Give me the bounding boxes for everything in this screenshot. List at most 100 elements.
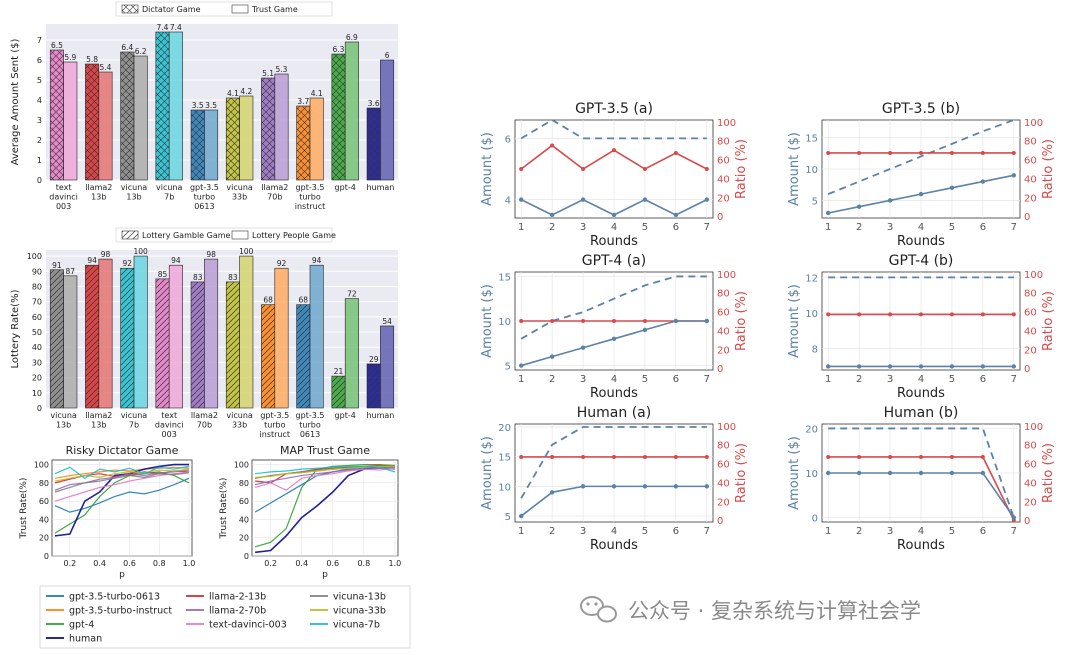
bar-hatch: [155, 32, 170, 180]
bar-game-b: [380, 325, 395, 409]
left-tick-label: 20: [805, 424, 818, 435]
legend-label-human: human: [69, 634, 102, 645]
x-tick-label: llama2: [85, 183, 112, 192]
series-line-vicuna-13b: [54, 472, 190, 493]
data-label: 100: [239, 247, 254, 256]
series-line-upper-bound: [520, 426, 707, 499]
right-tick-label: 40: [1024, 174, 1037, 185]
lottery-chart: 01020304050607080901009187vicuna13b9498l…: [10, 227, 398, 439]
data-label: 92: [123, 259, 133, 268]
right-tick-label: 0: [717, 516, 723, 527]
x-tick-label: 70b: [267, 193, 282, 202]
left-tick-label: 10: [805, 309, 818, 320]
x-tick-label: 7: [1011, 222, 1017, 233]
x-tick-label: 1.0: [389, 559, 402, 568]
y-tick-label: 4: [37, 96, 42, 105]
left-axis-label: Amount ($): [480, 436, 495, 510]
data-label: 85: [158, 270, 168, 279]
amount-point: [949, 364, 955, 369]
amount-point: [1011, 364, 1017, 369]
series-line-text-davinci-003: [254, 467, 395, 491]
bar-game-b: [63, 61, 78, 181]
bar-game-b: [133, 255, 148, 409]
round-panel-1: 1 2 3 4 5 6 7 5 10 15 0 20 40 60 80 100 GPT-3.5 (b) Round…: [787, 101, 1056, 249]
x-tick-label: 0.6: [326, 559, 339, 568]
bar-hatch: [367, 363, 381, 408]
y-tick-label: 90: [32, 267, 42, 276]
map-trust-chart: 0 20 40 60 80 100 0.2 0.4 0.6 0.8 1.0 MAP Trust Gam…: [219, 444, 401, 580]
amount-point: [949, 185, 955, 191]
bar-hatch: [50, 269, 64, 408]
ratio-point: [581, 319, 586, 323]
x-tick-label: 6: [980, 526, 986, 537]
x-tick-label: 2: [856, 526, 862, 537]
right-tick-label: 60: [1024, 156, 1037, 167]
x-tick-label: 0.4: [295, 559, 308, 568]
x-tick-label: 13b: [91, 421, 106, 430]
left-axis-label: Amount ($): [480, 284, 495, 358]
legend-label-llama-2-70b: llama-2-70b: [209, 606, 266, 617]
data-label: 83: [228, 273, 238, 282]
left-tick-label: 0: [812, 514, 818, 525]
ratio-point: [642, 167, 647, 171]
right-tick-label: 0: [1024, 516, 1030, 527]
data-label: 4.1: [311, 89, 323, 98]
data-label: 6.4: [121, 43, 133, 52]
amount-point: [825, 364, 831, 369]
amount-point: [949, 470, 955, 476]
x-tick-label: 33b: [232, 421, 247, 430]
x-tick-label: 4: [611, 374, 617, 385]
x-tick-label: gpt-3.5: [190, 183, 219, 192]
right-tick-label: 40: [717, 326, 730, 337]
data-label: 5.3: [276, 65, 288, 74]
ratio-point: [980, 454, 985, 459]
left-tick-label: 12: [805, 273, 818, 284]
amount-point: [887, 470, 893, 476]
y-tick-label: 0: [37, 404, 42, 413]
x-tick-label: 1: [825, 222, 831, 233]
x-tick-label: text: [161, 411, 177, 420]
right-tick-label: 100: [1024, 118, 1043, 129]
right-tick-label: 60: [717, 308, 730, 319]
series-line-vicuna-7b: [255, 465, 396, 475]
legend-label-a: Dictator Game: [142, 5, 201, 14]
amount-point: [1011, 173, 1017, 178]
ratio-point: [642, 454, 647, 459]
bar-hatch: [331, 376, 346, 408]
ratio-point: [612, 148, 616, 153]
ratio-point: [919, 150, 923, 155]
y-tick-label: 5: [37, 76, 42, 85]
right-tick-label: 100: [1024, 270, 1043, 281]
data-label: 87: [66, 267, 76, 276]
legend-swatch-hatch: [122, 5, 138, 13]
panel-title: GPT-3.5 (a): [575, 101, 653, 117]
amount-point: [518, 197, 524, 202]
right-tick-label: 20: [1024, 497, 1037, 508]
right-tick-label: 40: [717, 174, 730, 185]
legend-label-gpt-3.5-turbo-instruct: gpt-3.5-turbo-instruct: [69, 606, 172, 617]
y-tick-label: 60: [32, 313, 42, 322]
legend-swatch-hatch: [122, 231, 138, 239]
data-label: 6.2: [135, 47, 147, 56]
data-label: 92: [277, 259, 287, 268]
panel-title: Human (a): [577, 405, 651, 421]
data-label: 3.7: [297, 97, 309, 106]
x-tick-label: 7b: [164, 193, 174, 202]
bar-hatch: [367, 108, 381, 180]
y-tick-label: 40: [39, 515, 49, 524]
data-label: 21: [334, 367, 344, 376]
data-label: 68: [263, 296, 273, 305]
x-tick-label: 7: [704, 374, 710, 385]
legend-label-vicuna-7b: vicuna-7b: [333, 620, 380, 631]
amount-point: [673, 318, 679, 324]
x-axis-label: Rounds: [590, 538, 638, 553]
bar-game-b: [98, 71, 113, 181]
x-tick-label: gpt-3.5: [260, 411, 289, 420]
